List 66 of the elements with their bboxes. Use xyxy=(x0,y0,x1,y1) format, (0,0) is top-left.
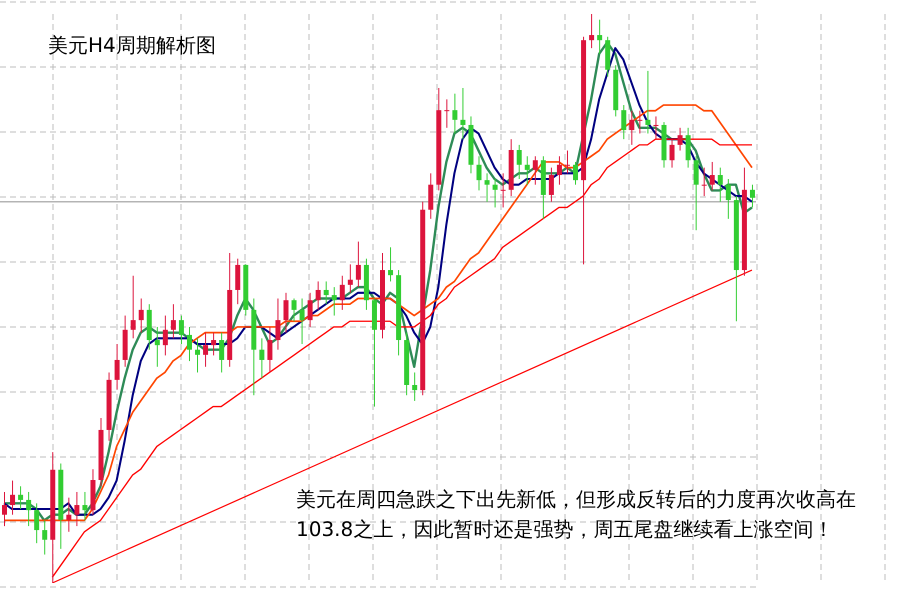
candlestick xyxy=(340,275,345,310)
candlestick xyxy=(388,246,394,282)
annotation: 美元在周四急跌之下出先新低，但形成反转后的力度再次收高在103.8之上，因此暂时还是强势，周五尾盘继续看上涨空间！ xyxy=(296,486,857,543)
candlestick xyxy=(492,178,498,208)
candlestick xyxy=(653,116,658,140)
candlestick xyxy=(726,178,731,220)
candlestick xyxy=(162,315,168,356)
candlestick xyxy=(138,298,144,334)
candlestick xyxy=(267,326,272,373)
candlestick xyxy=(203,332,208,368)
candlestick xyxy=(532,156,538,186)
candlestick xyxy=(750,184,755,208)
candlestick xyxy=(66,497,72,532)
candlestick xyxy=(195,338,200,373)
candlestick xyxy=(516,144,522,180)
candlestick xyxy=(170,304,176,339)
candlestick xyxy=(573,161,578,186)
candlestick xyxy=(275,298,280,350)
candlestick xyxy=(670,138,675,168)
candlestick xyxy=(219,332,224,373)
candlestick xyxy=(292,298,297,322)
candlestick xyxy=(10,480,16,516)
candlestick xyxy=(718,167,723,202)
candlestick xyxy=(645,70,650,134)
candlestick xyxy=(2,491,7,527)
candlestick xyxy=(637,110,642,134)
candlestick xyxy=(597,19,602,54)
candlestick xyxy=(42,520,48,556)
candlestick xyxy=(556,156,562,186)
candlestick xyxy=(678,127,683,152)
candlestick xyxy=(82,491,88,521)
text: 美元H4周期解析图 xyxy=(48,32,216,59)
candlestick xyxy=(460,87,466,140)
candlestick xyxy=(18,486,24,510)
candlestick xyxy=(178,315,184,345)
candlestick xyxy=(332,286,337,316)
candlestick xyxy=(452,93,458,134)
candlestick xyxy=(548,167,554,202)
candlestick xyxy=(74,491,80,527)
candlestick xyxy=(283,292,288,334)
candlestick xyxy=(524,156,530,186)
candlestick xyxy=(34,502,40,544)
candlestick xyxy=(324,280,329,305)
candlestick xyxy=(412,372,418,402)
candlestick xyxy=(564,150,570,174)
candlestick xyxy=(444,98,450,128)
candlestick xyxy=(589,14,594,49)
candlestick xyxy=(476,156,482,191)
candlestick xyxy=(316,280,321,310)
candlestick xyxy=(500,172,506,208)
candlestick xyxy=(154,326,160,368)
candlestick xyxy=(26,491,32,527)
candlestick xyxy=(186,326,192,362)
candlestick xyxy=(702,167,707,197)
candlestick xyxy=(629,110,634,146)
candlestick xyxy=(259,338,264,379)
candlestick xyxy=(356,241,361,288)
candlestick xyxy=(114,344,120,390)
candlestick xyxy=(710,161,715,191)
candlestick xyxy=(130,275,136,339)
candlestick xyxy=(300,298,305,345)
candlestick xyxy=(621,104,626,140)
candlestick xyxy=(308,292,313,328)
candlestick xyxy=(211,332,216,356)
candlestick xyxy=(484,172,490,202)
candlestick xyxy=(348,264,353,294)
